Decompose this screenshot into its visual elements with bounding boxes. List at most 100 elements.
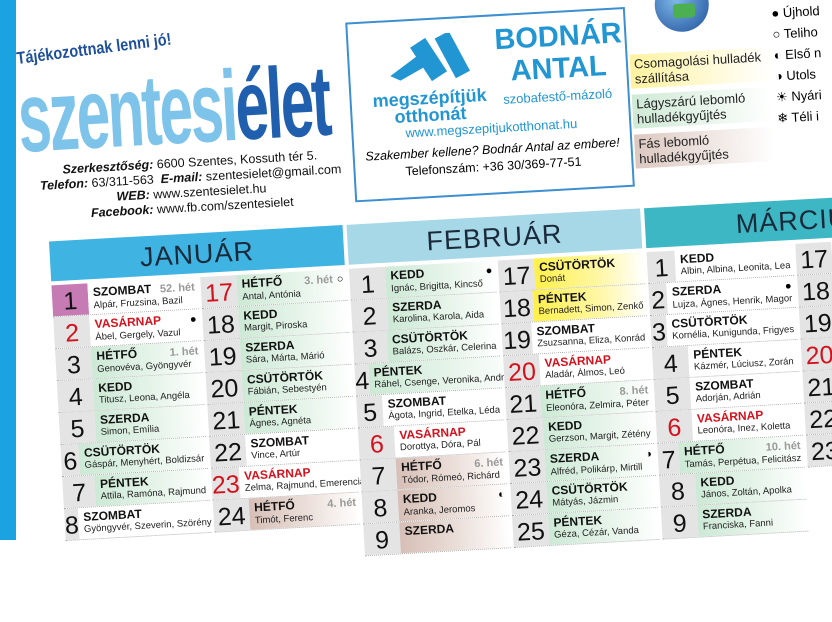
- weekday: SZERDA: [404, 521, 455, 539]
- label: Telefon:: [39, 176, 89, 193]
- moon-phase-icon: ●: [189, 313, 197, 326]
- day-number: 1: [51, 283, 90, 317]
- weekday: HÉTFŐ: [96, 346, 138, 363]
- day-number: 24: [510, 482, 548, 516]
- day-info: SZERDA Sára, Márta, Márió: [239, 332, 352, 370]
- weekday: KEDD: [402, 490, 438, 507]
- day-number: 20: [800, 337, 832, 371]
- moon-phase-icon: ◐: [773, 47, 782, 63]
- day-info: VASÁRNAP Aladár, Álmos, Leó: [539, 348, 651, 386]
- paint-roller-icon: [390, 31, 470, 82]
- day-info: VASÁRNAP Dorottya, Dóra, Pál: [393, 420, 506, 458]
- day-number: 23: [805, 433, 832, 467]
- day-number: 6: [655, 409, 694, 443]
- day-info: HÉTFŐ 8. hét Eleonóra, Zelmira, Péter: [539, 380, 653, 418]
- day-info: SZOMBAT 52. hét Alpár, Fruzsina, Bazil: [87, 277, 199, 315]
- newspaper-logo: szentesiélet: [15, 45, 332, 174]
- day-number: 9: [660, 505, 699, 539]
- moon-phase-icon: ○: [772, 26, 781, 42]
- day-info: PÉNTEK Attila, Ramóna, Rajmund: [94, 468, 210, 507]
- day-number: 1: [646, 250, 677, 284]
- day-number: 25: [512, 514, 550, 548]
- day-number: 7: [62, 475, 97, 509]
- day-number: 22: [209, 434, 247, 468]
- moon-phase-icon: ●: [784, 280, 792, 293]
- day-number: 21: [802, 369, 832, 403]
- day-number: 19: [501, 322, 533, 356]
- day-number: 6: [357, 426, 396, 460]
- calendar-day: 9 SZERDA: [363, 516, 511, 557]
- day-info: HÉTFŐ 1. hét Genovéva, Gyöngyvér: [90, 341, 203, 379]
- day-info: KEDD Margit, Piroska: [237, 300, 350, 338]
- moon-phase-label: Újhold: [782, 3, 821, 21]
- weekday: KEDD: [390, 266, 425, 283]
- day-number: 3: [650, 315, 668, 347]
- calendar-day: 8 SZOMBAT Gyöngyvér, Szeverin, Szörény: [63, 500, 216, 542]
- day-info: VASÁRNAP ● Ábel, Gergely, Vazul: [89, 309, 201, 347]
- day-number: 18: [499, 290, 535, 324]
- legend-green-waste: Lágyszárú lebomló hulladékgyűjtés: [631, 86, 774, 129]
- day-number: 21: [504, 386, 542, 420]
- page-edge-stripe: [0, 0, 16, 540]
- day-number: 7: [359, 458, 398, 492]
- day-number: 24: [212, 498, 251, 532]
- week-number: 52. hét: [159, 281, 196, 296]
- day-number: 22: [506, 418, 545, 452]
- moon-phase-icon: ●: [770, 5, 780, 21]
- day-number: 4: [651, 345, 690, 379]
- moon-phase-label: Utols: [785, 66, 817, 84]
- day-number: 5: [58, 411, 97, 445]
- day-number: 17: [795, 241, 832, 275]
- month-header: MÁRCIU: [644, 191, 832, 249]
- label: Facebook:: [90, 202, 154, 221]
- legend-wood-waste: Fás lebomló hulladékgyűjtés: [633, 126, 776, 169]
- moon-phase-icon: ❄: [776, 110, 789, 126]
- day-number: 5: [356, 395, 384, 428]
- moon-phase-label: Teliho: [783, 24, 819, 42]
- moon-phase-icon: ○: [336, 273, 344, 286]
- calendar-day: 9 SZERDA Franciska, Fanni: [660, 499, 809, 540]
- day-info: PÉNTEK Bernadett, Simon, Zenkő: [532, 284, 648, 322]
- day-number: 9: [363, 522, 401, 556]
- day-info: SZERDA Simon, Emília: [94, 405, 207, 443]
- day-number: 19: [798, 305, 832, 339]
- moon-phase-icon: ●: [485, 264, 493, 278]
- moon-legend-item: ● Újhold: [771, 0, 820, 24]
- day-info: SZERDA Karolina, Karola, Aida: [386, 292, 499, 330]
- day-number: 4: [56, 379, 95, 413]
- day-number: 18: [201, 307, 240, 340]
- ad-name: BODNÁR ANTAL: [493, 17, 623, 88]
- day-number: 8: [659, 473, 697, 507]
- moon-phase-icon: ◑: [774, 68, 784, 84]
- day-info: KEDD ◐ Aranka, Jeromos: [397, 484, 509, 522]
- day-number: 5: [653, 377, 692, 411]
- moon-phase-icon: ◐: [497, 488, 506, 501]
- day-info: CSÜTÖRTÖK Fábián, Sebestyén: [241, 364, 354, 402]
- day-info: CSÜTÖRTÖK Donát: [533, 252, 646, 290]
- day-number: 6: [60, 444, 81, 477]
- day-number: 18: [797, 273, 832, 307]
- day-info: SZOMBAT Gyöngyvér, Szeverin, Szörény: [77, 500, 216, 540]
- ad-trade: szobafestő-mázoló: [502, 85, 613, 107]
- day-info: SZOMBAT Vince, Artúr: [245, 428, 357, 466]
- weekday: HÉTFŐ: [400, 457, 443, 475]
- day-info: HÉTFŐ 4. hét Timót, Ferenc: [248, 492, 361, 530]
- day-info: KEDD Gerzson, Margit, Zétény: [542, 412, 655, 450]
- week-number: 3. hét: [303, 273, 334, 288]
- day-number: 17: [200, 275, 238, 309]
- legend-packaging-waste: Csomagolási hulladék szállítása: [629, 46, 772, 89]
- day-number: 2: [53, 315, 91, 349]
- day-info: KEDD Albin, Albina, Leonita, Lea: [674, 243, 795, 282]
- day-info: KEDD Titusz, Leona, Angéla: [92, 373, 205, 411]
- day-info: PÉNTEK Ágnes, Agnéta: [243, 396, 355, 434]
- day-number: 20: [503, 354, 541, 388]
- week-number: 4. hét: [327, 496, 357, 511]
- weekday: HÉTFŐ: [544, 385, 587, 402]
- weekday: HÉTFŐ: [253, 498, 296, 515]
- day-info: PÉNTEK Géza, Cézár, Vanda: [547, 507, 660, 545]
- day-info: KEDD János, Zoltán, Apolka: [694, 467, 807, 505]
- moon-phase-icon: ☀: [775, 89, 789, 105]
- moon-legend-item: ❄ Téli i: [777, 105, 826, 129]
- day-info: SZERDA ◑ Alfréd, Polikárp, Mirtill: [544, 443, 656, 482]
- weekday: HÉTFŐ: [241, 274, 283, 291]
